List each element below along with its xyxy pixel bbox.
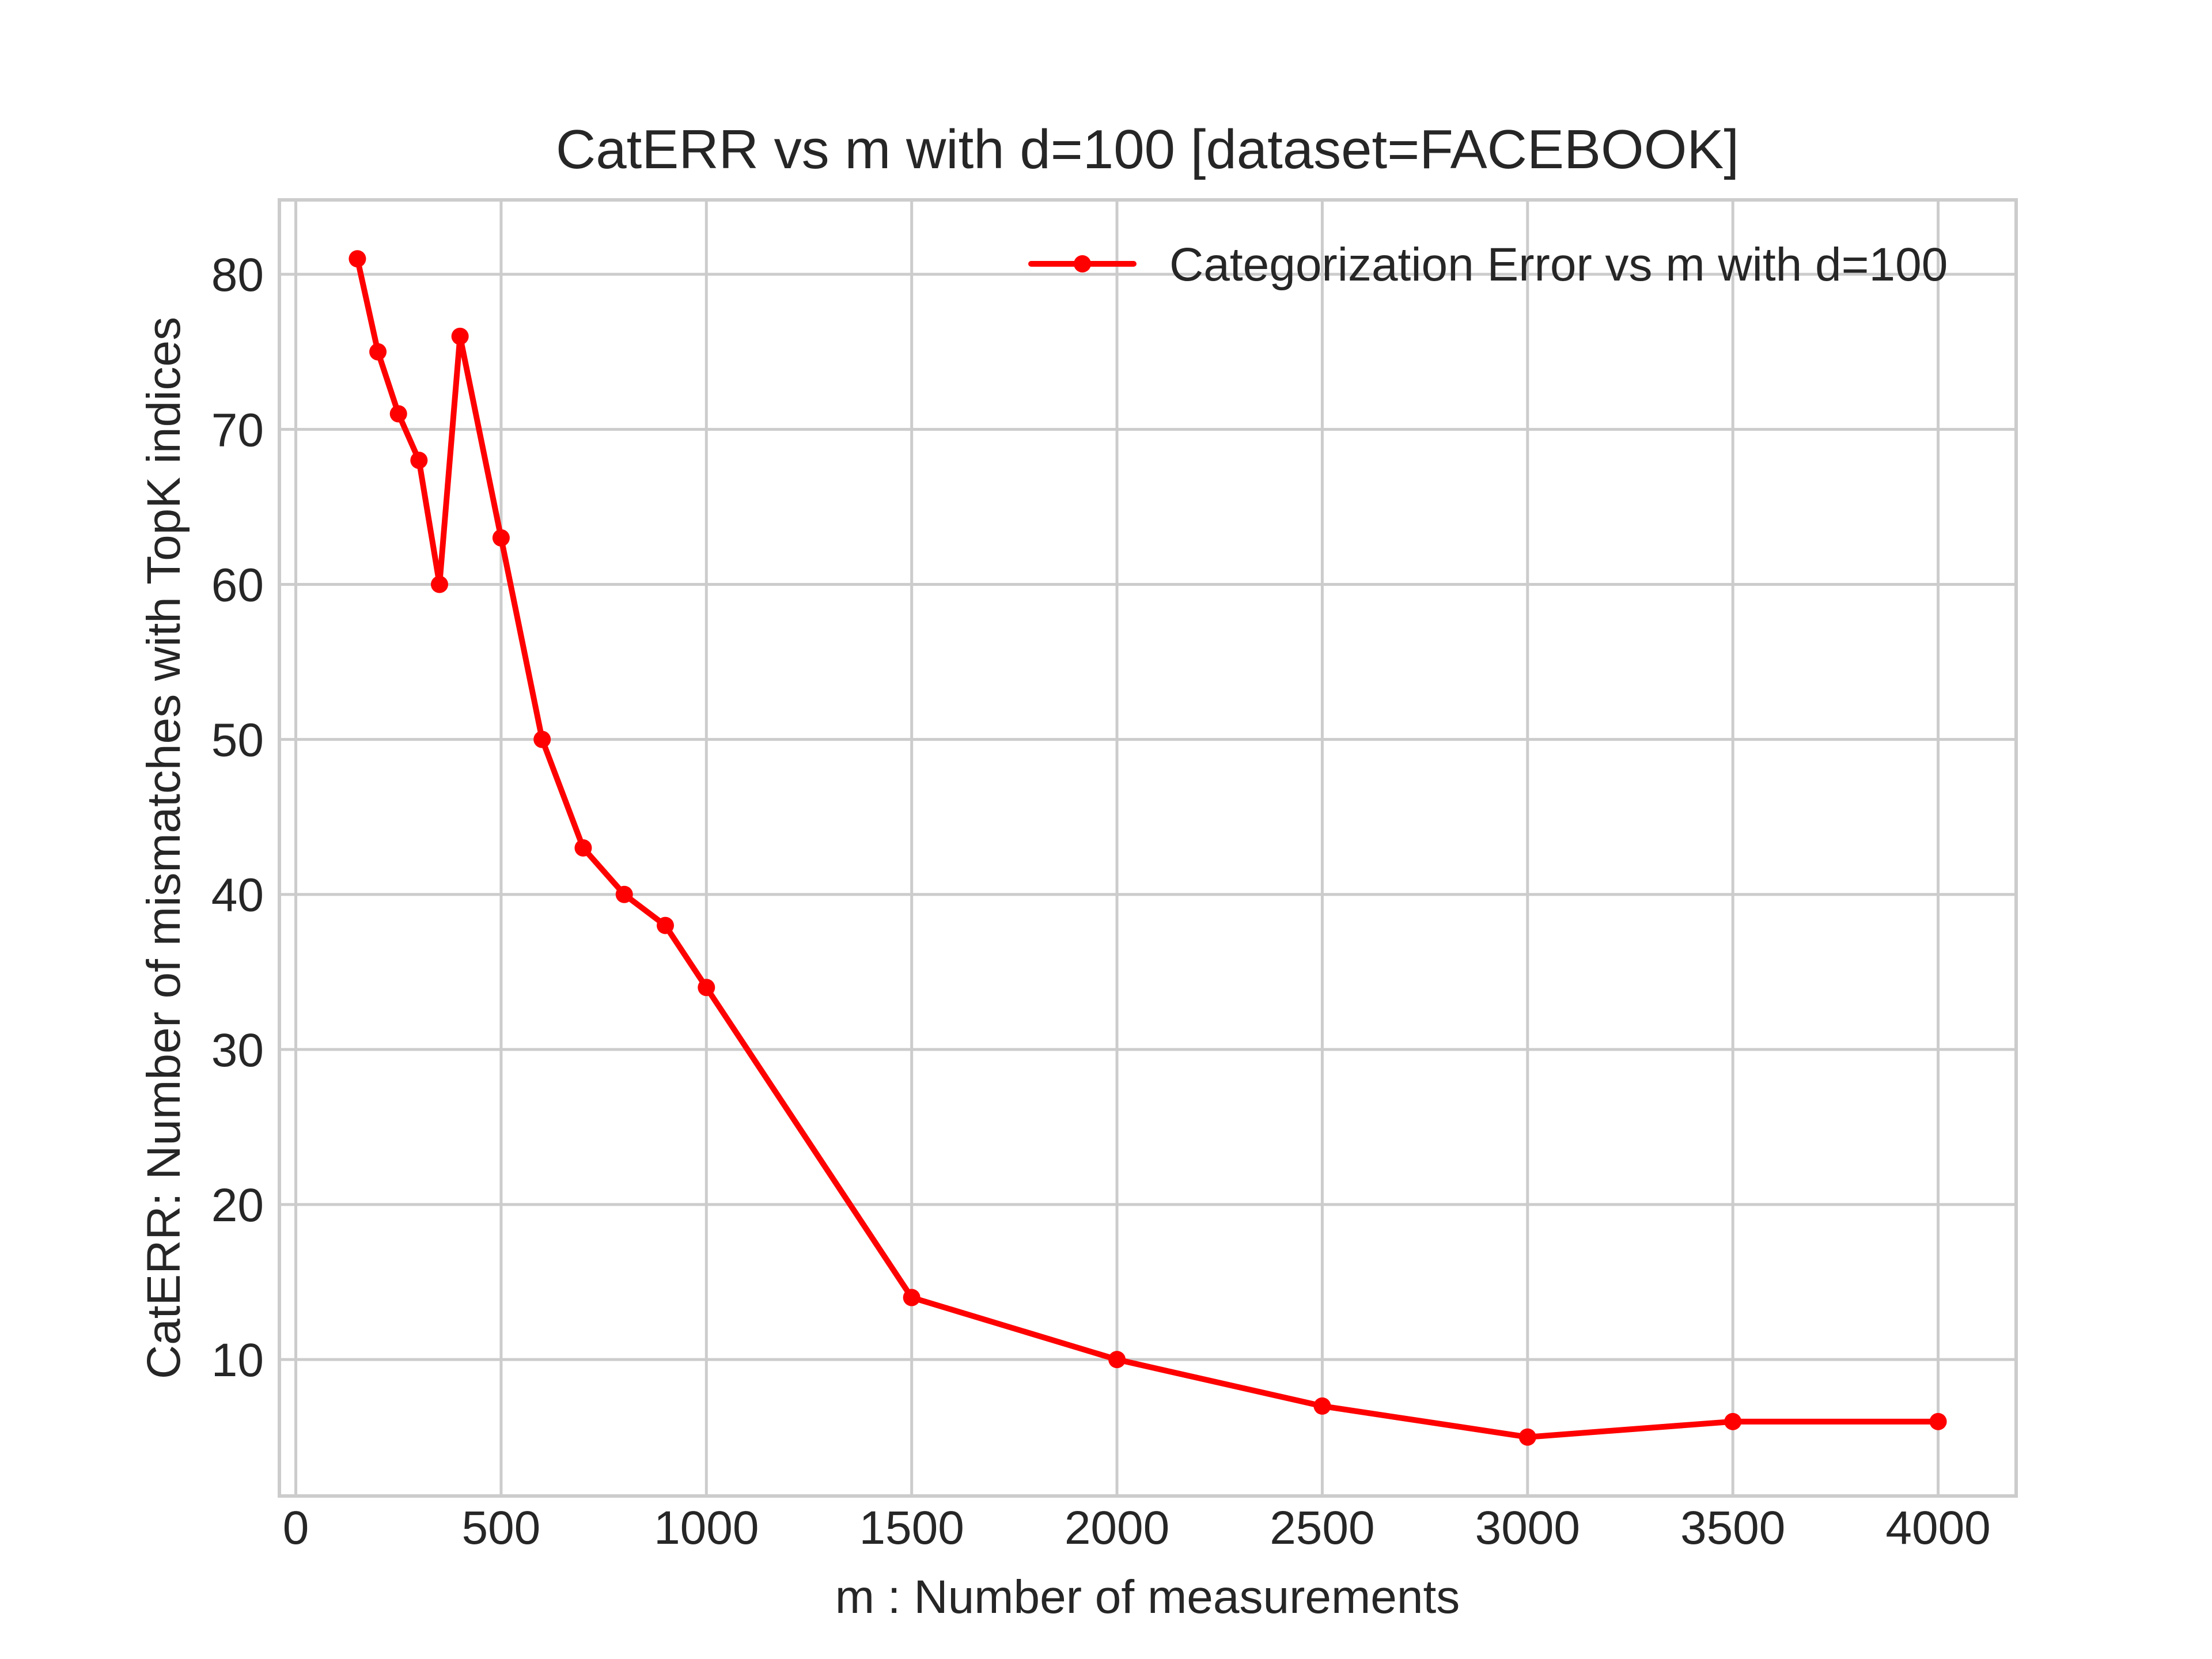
legend-marker-swatch — [1074, 255, 1091, 272]
x-tick-label: 3500 — [1680, 1502, 1785, 1554]
plot-area — [279, 200, 2016, 1496]
data-point — [1929, 1412, 1947, 1430]
plot-frame — [278, 198, 2018, 1498]
data-point — [1724, 1412, 1742, 1430]
x-tick-label: 0 — [283, 1502, 309, 1554]
data-point — [451, 327, 469, 345]
legend: Categorization Error vs m with d=100 — [1028, 238, 1948, 291]
data-point — [1518, 1428, 1536, 1446]
x-axis-label: m : Number of measurements — [835, 1571, 1460, 1623]
data-point — [1108, 1351, 1126, 1369]
y-axis-label: CatERR: Number of mismatches with TopK i… — [138, 317, 190, 1379]
data-point — [698, 979, 715, 997]
x-tick-label: 2000 — [1065, 1502, 1169, 1554]
y-tick-label: 60 — [211, 559, 264, 611]
tick-labels: 0 500 1000 1500 2000 2500 3000 3500 4000 10 20 30 40… — [211, 249, 1991, 1554]
data-point — [574, 839, 592, 857]
y-tick-label: 70 — [211, 404, 264, 456]
x-tick-label: 1000 — [654, 1502, 759, 1554]
data-point — [615, 885, 633, 903]
data-point — [349, 250, 366, 268]
y-tick-label: 80 — [211, 249, 264, 301]
grid — [279, 200, 2016, 1496]
data-point — [492, 529, 510, 547]
x-tick-label: 3000 — [1475, 1502, 1580, 1554]
x-tick-label: 4000 — [1885, 1502, 1990, 1554]
x-tick-label: 500 — [461, 1502, 540, 1554]
data-point — [369, 343, 387, 361]
y-tick-label: 50 — [211, 714, 264, 767]
data-point — [430, 575, 448, 593]
chart-title: CatERR vs m with d=100 [dataset=FACEBOOK… — [556, 119, 1739, 180]
data-point — [389, 405, 407, 423]
data-point — [1313, 1397, 1331, 1415]
y-tick-label: 30 — [211, 1024, 264, 1077]
data-point — [657, 916, 674, 934]
legend-label: Categorization Error vs m with d=100 — [1169, 238, 1948, 291]
data-point — [410, 452, 428, 469]
data-point — [533, 730, 551, 748]
y-tick-label: 40 — [211, 869, 264, 922]
x-tick-label: 1500 — [859, 1502, 964, 1554]
series-layer — [349, 250, 1947, 1446]
y-tick-label: 10 — [211, 1334, 264, 1387]
data-point — [903, 1289, 921, 1306]
x-tick-label: 2500 — [1270, 1502, 1374, 1554]
y-tick-label: 20 — [211, 1179, 264, 1232]
